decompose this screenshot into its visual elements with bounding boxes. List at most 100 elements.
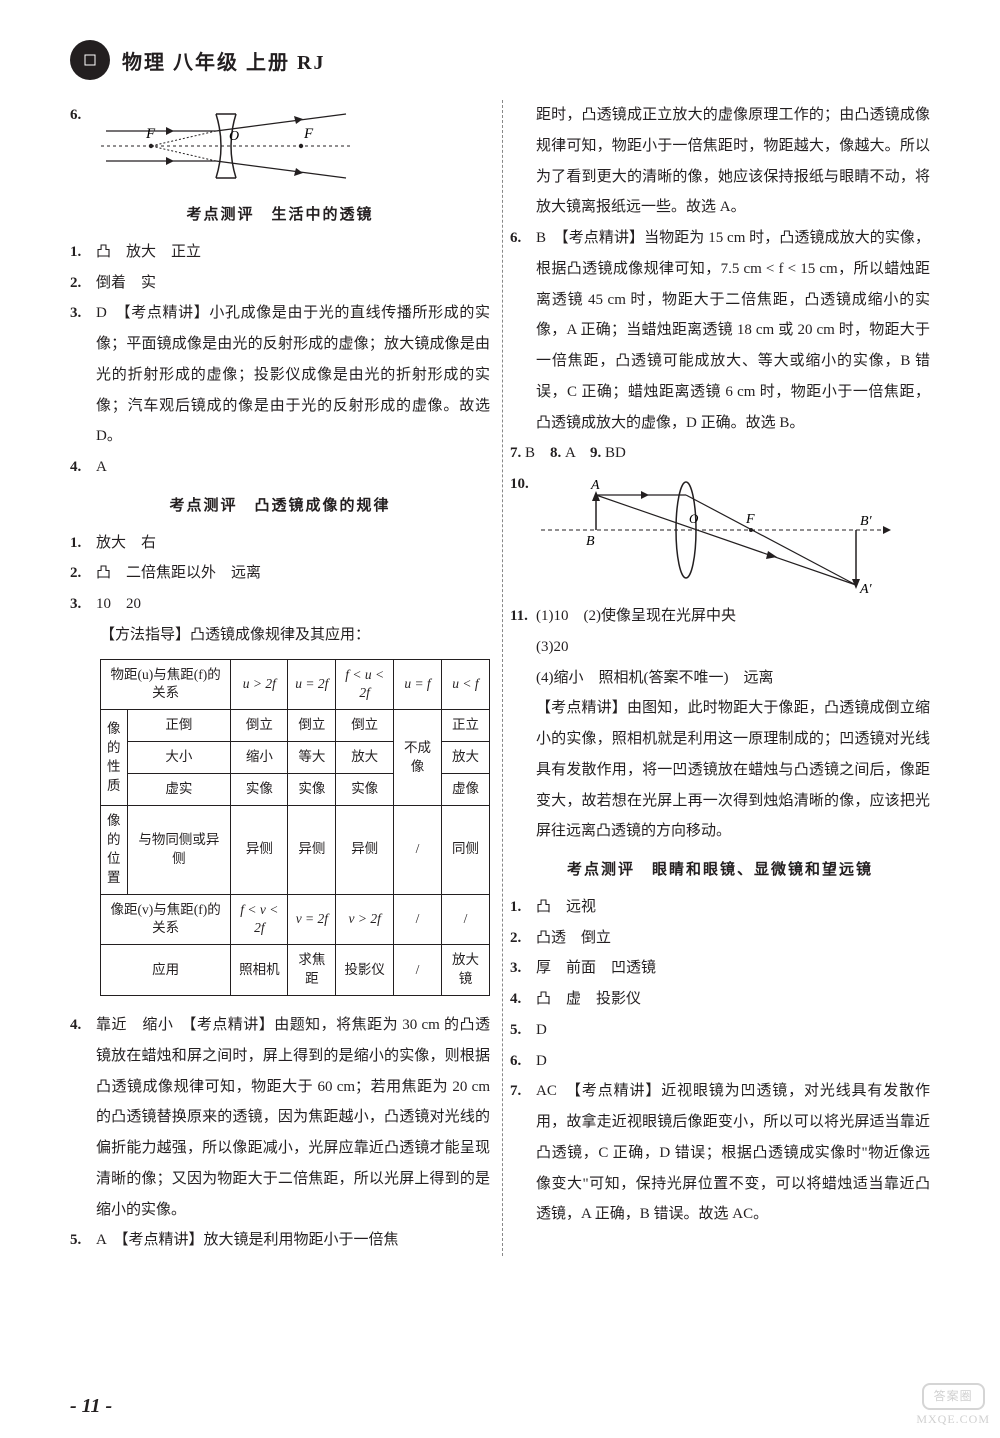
label-o: O [229, 129, 239, 144]
s3-q1-num: 1. [510, 892, 536, 923]
r-q11: 11. (1)10 (2)使像呈现在光屏中央 (3)20 (4)缩小 照相机(答… [510, 601, 930, 847]
r-q6-num: 6. [510, 223, 536, 438]
q7-q9-row: 7. B 8. A 9. BD [510, 438, 930, 469]
td: 投影仪 [336, 945, 394, 996]
td: 放大镜 [441, 945, 489, 996]
s3-q3-text: 厚 前面 凹透镜 [536, 953, 930, 984]
s2-q5: 5.A 【考点精讲】放大镜是利用物距小于一倍焦 [70, 1225, 490, 1256]
section3-title: 考点测评 眼睛和眼镜、显微镜和望远镜 [510, 855, 930, 886]
page-number: - 11 - [70, 1395, 112, 1418]
label-f2: F [745, 512, 755, 527]
s1-q1-text: 凸 放大 正立 [96, 237, 490, 268]
td: 倒立 [288, 710, 336, 742]
s1-q2-num: 2. [70, 268, 96, 299]
s2-q1-text: 放大 右 [96, 528, 490, 559]
s3-q1: 1.凸 远视 [510, 892, 930, 923]
s1-q3-num: 3. [70, 298, 96, 452]
s3-q4-num: 4. [510, 984, 536, 1015]
label-b: B [586, 534, 595, 549]
s3-q7-text: AC 【考点精讲】近视眼镜为凹透镜，对光线具有发散作用，故拿走近视眼镜后像距变小… [536, 1076, 930, 1230]
table-row: 像距(v)与焦距(f)的关系 f < v < 2f v = 2f v > 2f … [101, 894, 490, 945]
th-uef: u = f [394, 659, 442, 710]
left-column: 6. [70, 100, 490, 1256]
s2-q2-text: 凸 二倍焦距以外 远离 [96, 558, 490, 589]
s3-q6-num: 6. [510, 1046, 536, 1077]
s3-q1-text: 凸 远视 [536, 892, 930, 923]
q5-cont: 距时，凸透镜成正立放大的虚像原理工作的；由凸透镜成像规律可知，物距小于一倍焦距时… [510, 100, 930, 223]
s1-q2: 2.倒着 实 [70, 268, 490, 299]
s1-q1-num: 1. [70, 237, 96, 268]
r-q8-num: 8. [550, 445, 561, 461]
td: 异侧 [288, 805, 336, 894]
s2-q3-text: 10 20 [96, 589, 490, 620]
optics-table: 物距(u)与焦距(f)的关系 u > 2f u = 2f f < u < 2f … [100, 659, 490, 997]
label-f-right: F [303, 126, 314, 142]
th-fu2f: f < u < 2f [336, 659, 394, 710]
s3-q2: 2.凸透 倒立 [510, 923, 930, 954]
r-q11-num: 11. [510, 601, 536, 847]
s1-q2-text: 倒着 实 [96, 268, 490, 299]
s2-q5-num: 5. [70, 1225, 96, 1256]
s1-q4: 4.A [70, 452, 490, 483]
th-u2f: u > 2f [231, 659, 288, 710]
s3-q5-text: D [536, 1015, 930, 1046]
s3-q2-text: 凸透 倒立 [536, 923, 930, 954]
td: 异侧 [231, 805, 288, 894]
td: 求焦距 [288, 945, 336, 996]
label-bp: B′ [860, 514, 873, 529]
q6-num: 6. [70, 100, 96, 192]
td: f < v < 2f [231, 894, 288, 945]
r-q7-text: B [525, 445, 535, 461]
r-q6-text: B 【考点精讲】当物距为 15 cm 时，凸透镜成放大的实像，根据凸透镜成像规律… [536, 223, 930, 438]
r-q10-num: 10. [510, 469, 536, 601]
r-q9-text: BD [605, 445, 626, 461]
r-q9-num: 9. [590, 445, 601, 461]
right-column: 距时，凸透镜成正立放大的虚像原理工作的；由凸透镜成像规律可知，物距小于一倍焦距时… [510, 100, 930, 1256]
s2-q2: 2.凸 二倍焦距以外 远离 [70, 558, 490, 589]
label-a: A [590, 478, 600, 493]
s1-q3: 3.D 【考点精讲】小孔成像是由于光的直线传播所形成的实像；平面镜成像是由光的反… [70, 298, 490, 452]
r-q11-p1: (1)10 (2)使像呈现在光屏中央 [536, 601, 930, 632]
s3-q2-num: 2. [510, 923, 536, 954]
td: 倒立 [336, 710, 394, 742]
page-header: 物理 八年级 上册 RJ [70, 40, 940, 80]
s2-q5-text: A 【考点精讲】放大镜是利用物距小于一倍焦 [96, 1225, 490, 1256]
th-ulf: u < f [441, 659, 489, 710]
r-q8-text: A [565, 445, 575, 461]
s3-q3: 3.厚 前面 凹透镜 [510, 953, 930, 984]
td: / [394, 945, 442, 996]
td: 放大 [441, 742, 489, 774]
s3-q5: 5.D [510, 1015, 930, 1046]
td-pos-sub: 与物同侧或异侧 [127, 805, 231, 894]
watermark-line2: MXQE.COM [916, 1412, 990, 1426]
column-divider [502, 100, 503, 1256]
watermark-line1: 答案圈 [922, 1383, 985, 1411]
s2-q4-num: 4. [70, 1010, 96, 1225]
label-ap: A′ [859, 582, 873, 595]
s3-q7: 7.AC 【考点精讲】近视眼镜为凹透镜，对光线具有发散作用，故拿走近视眼镜后像距… [510, 1076, 930, 1230]
s3-q5-num: 5. [510, 1015, 536, 1046]
q6: 6. [70, 100, 490, 192]
s1-q4-text: A [96, 452, 490, 483]
td: 实像 [336, 774, 394, 806]
table-row: 物距(u)与焦距(f)的关系 u > 2f u = 2f f < u < 2f … [101, 659, 490, 710]
label-f-left: F [145, 126, 156, 142]
s3-q4: 4.凸 虚 投影仪 [510, 984, 930, 1015]
diagram-concave-lens: F O F [96, 106, 490, 186]
r-q10: 10. A B O [510, 469, 930, 601]
s2-q4: 4.靠近 缩小 【考点精讲】由题知，将焦距为 30 cm 的凸透镜放在蜡烛和屏之… [70, 1010, 490, 1225]
td: / [394, 894, 442, 945]
s1-q4-num: 4. [70, 452, 96, 483]
r-q6: 6.B 【考点精讲】当物距为 15 cm 时，凸透镜成放大的实像，根据凸透镜成像… [510, 223, 930, 438]
td: 正立 [441, 710, 489, 742]
r-q7-num: 7. [510, 445, 521, 461]
section1-title: 考点测评 生活中的透镜 [70, 200, 490, 231]
watermark: 答案圈 MXQE.COM [916, 1383, 990, 1428]
td: 虚像 [441, 774, 489, 806]
s1-q1: 1.凸 放大 正立 [70, 237, 490, 268]
td: 异侧 [336, 805, 394, 894]
s3-q6-text: D [536, 1046, 930, 1077]
table-row: 像的位置 与物同侧或异侧 异侧 异侧 异侧 / 同侧 [101, 805, 490, 894]
s2-q3: 3.10 20 [70, 589, 490, 620]
td: v = 2f [288, 894, 336, 945]
